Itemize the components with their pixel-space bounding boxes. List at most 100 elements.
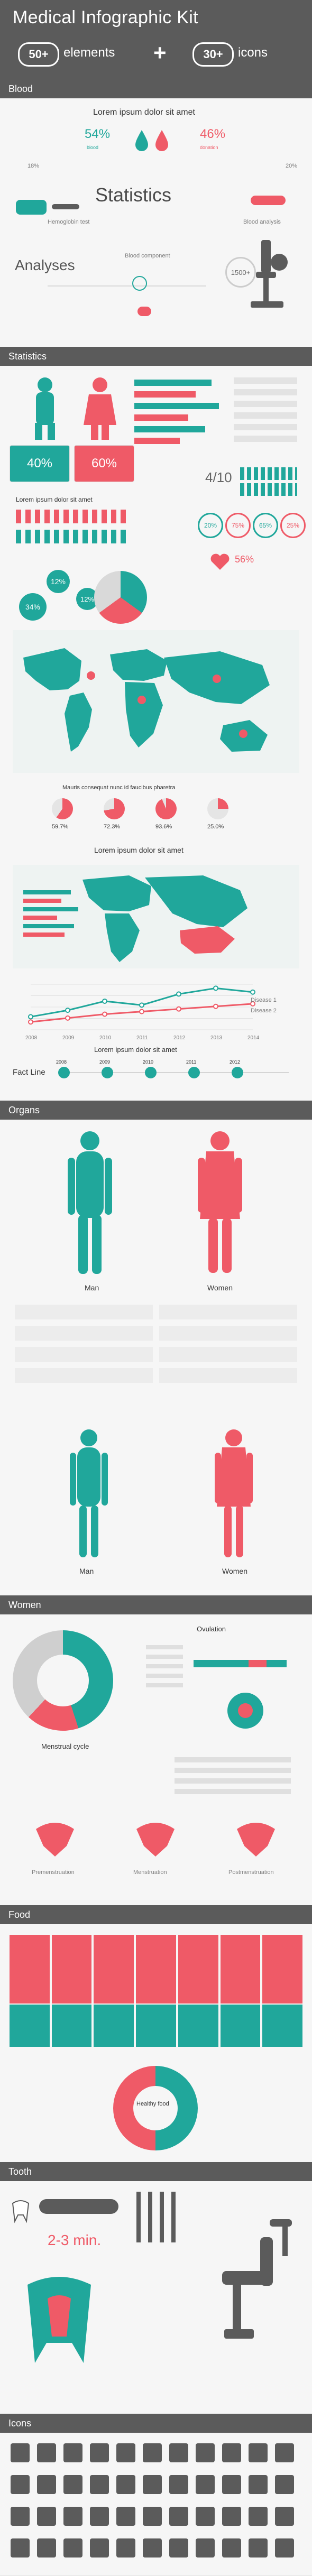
male-label-2: Man: [79, 1567, 94, 1575]
fact-point-3: [145, 1067, 157, 1078]
section-title: Icons: [8, 2418, 32, 2429]
icon-17: [143, 2475, 162, 2494]
icon-29: [169, 2507, 188, 2526]
map-stat-2: 72.3%: [104, 824, 121, 830]
icon-36: [63, 2538, 82, 2557]
map-stat-circle-1: [52, 798, 73, 819]
chart-point-1-6: [213, 985, 218, 991]
icon-24: [37, 2507, 56, 2526]
blood-cell-icon: [137, 307, 151, 316]
chart-point-1-1: [28, 1014, 33, 1020]
stats-subtitle: Lorem ipsum dolor sit amet: [16, 496, 93, 503]
chart-x-label-1: 2008: [25, 1035, 38, 1041]
icon-20: [222, 2475, 241, 2494]
icon-08: [196, 2443, 215, 2462]
fact-point-1: [58, 1067, 70, 1078]
icon-25: [63, 2507, 82, 2526]
fact-line-track: [58, 1072, 289, 1073]
section-bar-food: Food: [0, 1905, 312, 1924]
chart-point-2-3: [102, 1011, 107, 1017]
red-capsule-icon: [251, 196, 286, 205]
left-mini-value: 18%: [27, 163, 40, 169]
icon-07: [169, 2443, 188, 2462]
section-title: Organs: [8, 1105, 40, 1115]
organ-grid-list: [15, 1305, 297, 1404]
egg-cell-icon: [227, 1693, 263, 1729]
icon-43: [249, 2538, 268, 2557]
bubble-stat-b: 34%: [19, 593, 47, 621]
male-organs-figure: [68, 1131, 112, 1274]
icon-27: [116, 2507, 135, 2526]
icons-count: 30+: [192, 42, 234, 67]
section-title: Women: [8, 1600, 41, 1610]
map-stat-circle-2: [104, 798, 125, 819]
bar-4: [134, 414, 188, 421]
fact-year-5: 2012: [230, 1059, 241, 1065]
tooth-section: 2-3 min.: [0, 2181, 312, 2414]
menstruation-label: Menstruation: [133, 1869, 167, 1876]
male-stat-card: 40%: [10, 445, 70, 482]
icon-19: [196, 2475, 215, 2494]
icon-13: [37, 2475, 56, 2494]
heart-value: 56%: [235, 554, 254, 565]
chart-x-label-7: 2014: [247, 1035, 260, 1041]
icon-31: [222, 2507, 241, 2526]
icon-44: [275, 2538, 294, 2557]
legend-text-list: [234, 377, 297, 455]
chart-point-2-7: [250, 1001, 255, 1007]
pie-chart-circle: [94, 571, 147, 624]
blood-subtitle: Lorem ipsum dolor sit amet: [93, 108, 195, 117]
female-figure-icon: [78, 376, 122, 440]
organs-section: Man Women Man Women: [0, 1120, 312, 1596]
icon-10: [249, 2443, 268, 2462]
chart-point-1-4: [139, 1002, 144, 1008]
icon-14: [63, 2475, 82, 2494]
section-title: Blood: [8, 84, 33, 94]
female-organs-figure: [198, 1131, 242, 1273]
chart-point-1-3: [102, 998, 107, 1004]
bar-6: [134, 438, 180, 444]
fact-point-2: [102, 1067, 113, 1078]
ratio-pictograms-a: [240, 467, 297, 480]
icon-26: [90, 2507, 109, 2526]
progress-circle-d: 25%: [280, 513, 306, 538]
icons-label: icons: [238, 45, 268, 60]
icon-09: [222, 2443, 241, 2462]
uterus-icon-1: [36, 1823, 74, 1857]
icon-33: [275, 2507, 294, 2526]
chart-point-2-1: [28, 1019, 33, 1025]
tooth-icon: [12, 2200, 30, 2223]
world-map-icon: [23, 648, 270, 752]
icon-40: [169, 2538, 188, 2557]
icon-02: [37, 2443, 56, 2462]
icon-11: [275, 2443, 294, 2462]
sperm-cluster-icon: [123, 1761, 181, 1798]
elements-count: 50+: [18, 42, 59, 67]
analyses-heading: Analyses: [15, 257, 75, 273]
map-stat-circle-4: [207, 798, 228, 819]
male-label: Man: [85, 1284, 99, 1292]
male-anatomy-figure: [70, 1429, 108, 1557]
fact-year-4: 2011: [186, 1059, 197, 1065]
food-subcards-grid: [10, 2005, 302, 2047]
icon-23: [11, 2507, 30, 2526]
fact-point-5: [232, 1067, 243, 1078]
chart-x-label-6: 2013: [210, 1035, 223, 1041]
fact-year-3: 2010: [143, 1059, 154, 1065]
toothbrush-icon: [39, 2199, 118, 2214]
icon-06: [143, 2443, 162, 2462]
chart-point-2-4: [139, 1009, 144, 1014]
blood-drops-icon: [135, 130, 168, 151]
ratio-pictograms-b: [240, 483, 297, 496]
icon-18: [169, 2475, 188, 2494]
food-cards-grid: [10, 1935, 302, 2003]
map-stat-circle-3: [155, 798, 177, 819]
component-caption: Blood component: [125, 253, 170, 259]
fact-year-2: 2009: [99, 1059, 111, 1065]
icon-28: [143, 2507, 162, 2526]
hero-banner: Medical Infographic Kit 50+ elements + 3…: [0, 0, 312, 85]
section-bar-blood: Blood: [0, 79, 312, 98]
fact-year-1: 2008: [56, 1059, 67, 1065]
bar-2: [134, 391, 196, 398]
